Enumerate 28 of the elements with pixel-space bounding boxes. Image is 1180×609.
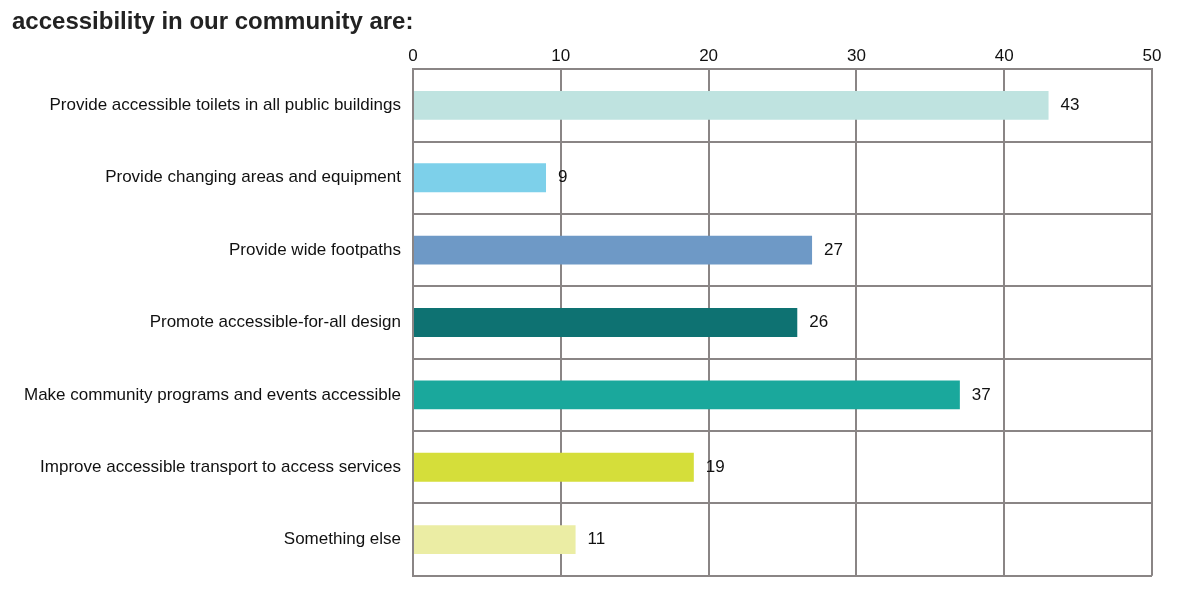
y-tick-label: Make community programs and events accessible [24, 384, 401, 404]
bar [414, 235, 813, 265]
y-tick-label: Improve accessible transport to access services [40, 456, 401, 476]
bar [414, 452, 694, 482]
x-tick-label: 40 [994, 45, 1014, 65]
data-label: 26 [809, 312, 829, 332]
y-tick-label: Something else [283, 529, 401, 549]
bar [414, 308, 798, 337]
text: accessibility in our community are: [12, 7, 414, 35]
data-label: 11 [587, 529, 606, 549]
x-tick-label: 20 [699, 45, 719, 65]
bar [414, 380, 960, 410]
y-tick-label: Promote accessible-for-all design [149, 312, 401, 332]
y-tick-label: Provide wide footpaths [229, 239, 401, 259]
bar [414, 163, 547, 193]
data-label: 43 [1060, 95, 1080, 115]
bar [414, 525, 576, 555]
x-tick-label: 50 [1142, 45, 1162, 65]
data-label: 37 [971, 384, 991, 404]
data-label: 27 [824, 239, 843, 259]
data-label: 19 [705, 456, 725, 476]
x-tick-label: 30 [846, 45, 866, 65]
x-tick-label: 0 [408, 45, 418, 65]
y-tick-label: Provide changing areas and equipment [105, 167, 402, 187]
y-tick-label: Provide accessible toilets in all public buildings [49, 95, 401, 115]
bar [414, 90, 1049, 120]
x-tick-label: 10 [551, 45, 571, 65]
data-label: 9 [558, 167, 568, 187]
